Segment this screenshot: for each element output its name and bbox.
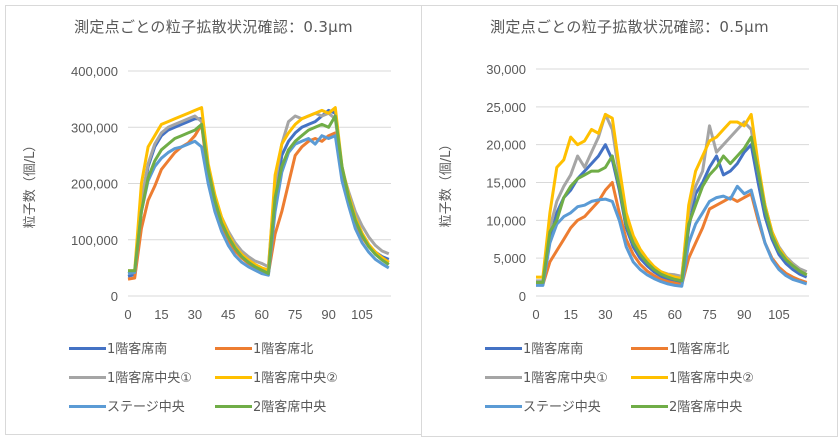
y-tick-label: 10,000 <box>486 213 526 228</box>
x-tick-label: 0 <box>124 307 131 322</box>
x-tick-label: 45 <box>221 307 235 322</box>
legend-item: 2階客席中央 <box>631 399 742 417</box>
legend-swatch <box>69 405 106 408</box>
y-tick-label: 100,000 <box>71 233 118 248</box>
legend-item: 1階客席南 <box>485 341 583 359</box>
y-tick-label: 0 <box>111 289 118 304</box>
x-tick-label: 15 <box>154 307 168 322</box>
x-tick-label: 45 <box>633 307 647 322</box>
x-tick-label: 30 <box>188 307 202 322</box>
legend-label: 1階客席南 <box>107 342 168 357</box>
series-line <box>536 184 808 288</box>
y-tick-label: 400,000 <box>71 64 118 79</box>
legend-label: 1階客席中央① <box>523 371 608 386</box>
chart-title: 測定点ごとの粒子拡散状況確認：0.3μm <box>74 18 353 36</box>
chart-plot: 0 100,000 200,000 300,000 400,000 0 15 30 45 60 75… <box>23 64 391 322</box>
x-tick-label: 90 <box>321 307 335 322</box>
x-tick-label: 75 <box>702 307 716 322</box>
legend-label: ステージ中央 <box>107 400 185 415</box>
series-line <box>536 112 808 281</box>
legend-label: 1階客席南 <box>523 342 584 357</box>
legend-item: 1階客席中央② <box>215 370 338 388</box>
legend-label: 2階客席中央 <box>253 400 327 415</box>
chart-plot: 0 5,000 10,000 15,000 20,000 25,000 30,000 0 15 3… <box>439 62 809 322</box>
series-line <box>127 134 390 277</box>
y-tick-label: 200,000 <box>71 177 118 192</box>
y-tick-label: 20,000 <box>486 138 526 153</box>
series-line <box>536 181 808 287</box>
y-tick-label: 25,000 <box>486 100 526 115</box>
legend-label: ステージ中央 <box>523 400 601 415</box>
legend-label: 1階客席北 <box>253 342 314 357</box>
legend-swatch <box>69 376 106 379</box>
x-tick-label: 105 <box>768 307 790 322</box>
legend-swatch <box>215 376 252 379</box>
y-tick-label: 15,000 <box>486 176 526 191</box>
y-tick-label: 300,000 <box>71 120 118 135</box>
legend-swatch <box>631 347 668 350</box>
chart-title: 測定点ごとの粒子拡散状況確認：0.5μm <box>490 18 769 36</box>
x-tick-label: 60 <box>254 307 268 322</box>
legend-label: 1階客席北 <box>669 342 730 357</box>
legend-swatch <box>215 405 252 408</box>
chart-panel-03um: 測定点ごとの粒子拡散状況確認：0.3μm 0 100,000 200,000 300,… <box>5 5 422 435</box>
legend-swatch <box>215 347 252 350</box>
series-line <box>536 112 808 283</box>
legend-item: 1階客席南 <box>69 341 167 359</box>
legend-item: 1階客席中央① <box>485 370 608 388</box>
legend-item: ステージ中央 <box>485 399 601 417</box>
x-tick-label: 30 <box>598 307 612 322</box>
legend-item: 2階客席中央 <box>215 399 326 417</box>
legend-label: 1階客席中央② <box>669 371 754 386</box>
legend-item: 1階客席北 <box>215 341 313 359</box>
legend-swatch <box>485 405 522 408</box>
legend-swatch <box>631 376 668 379</box>
legend-item: 1階客席中央② <box>631 370 754 388</box>
y-tick-label: 0 <box>519 289 526 304</box>
legend-item: 1階客席中央① <box>69 370 192 388</box>
series-line <box>128 114 390 275</box>
legend-swatch <box>631 405 668 408</box>
legend-label: 2階客席中央 <box>669 400 743 415</box>
legend-swatch <box>485 347 522 350</box>
x-tick-label: 75 <box>288 307 302 322</box>
y-axis-label: 粒子数（個/L） <box>23 139 38 229</box>
y-tick-label: 5,000 <box>493 251 526 266</box>
x-tick-label: 15 <box>563 307 577 322</box>
y-axis-label: 粒子数（個/L） <box>439 138 454 228</box>
chart-panel-05um: 測定点ごとの粒子拡散状況確認：0.5μm 0 5,000 10,000 15,000 2… <box>421 5 838 437</box>
legend-swatch <box>69 347 106 350</box>
x-tick-label: 105 <box>351 307 373 322</box>
legend-item: 1階客席北 <box>631 341 729 359</box>
legend-label: 1階客席中央② <box>253 371 338 386</box>
x-tick-label: 90 <box>737 307 751 322</box>
legend-label: 1階客席中央① <box>107 371 192 386</box>
legend-item: ステージ中央 <box>69 399 185 417</box>
series-line <box>536 143 808 286</box>
y-tick-label: 30,000 <box>486 62 526 77</box>
x-tick-label: 0 <box>532 307 539 322</box>
x-tick-label: 60 <box>668 307 682 322</box>
legend-swatch <box>485 376 522 379</box>
series-line <box>536 135 808 284</box>
